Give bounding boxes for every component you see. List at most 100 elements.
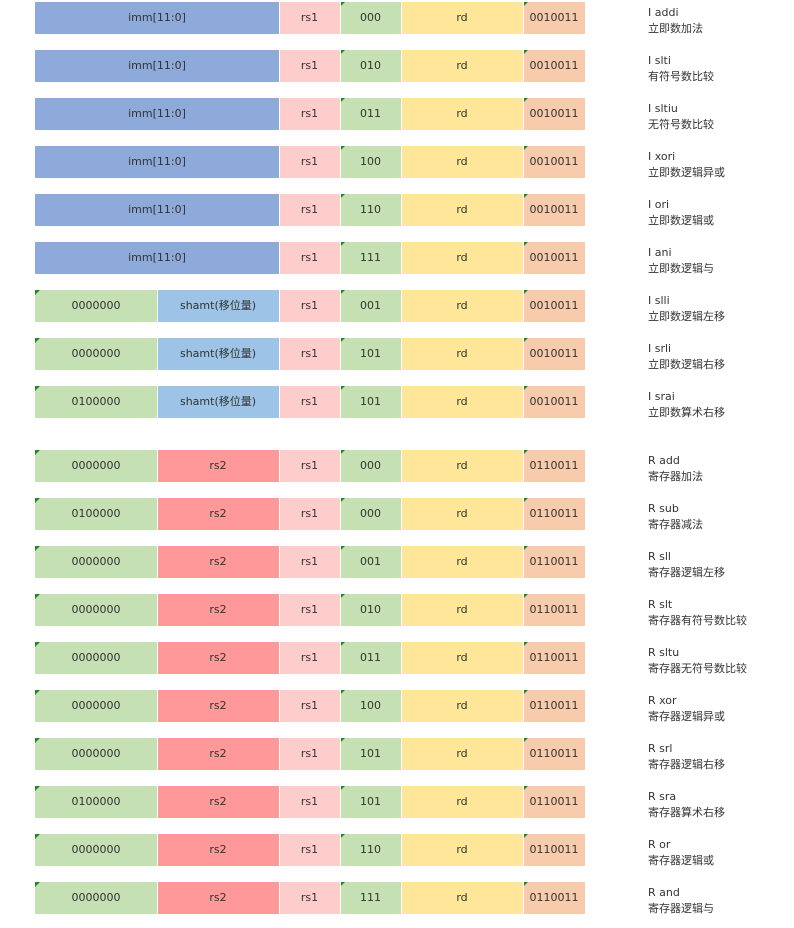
- field-divider: [339, 594, 341, 626]
- field-funct3: 101: [340, 738, 401, 770]
- field-rs1: rs1: [279, 546, 340, 578]
- field-funct7: 0100000: [35, 386, 157, 418]
- field-divider: [339, 882, 341, 914]
- field-divider: [522, 498, 524, 530]
- field-opcode: 0010011: [523, 2, 585, 34]
- field-divider: [278, 386, 280, 418]
- field-divider: [400, 98, 402, 130]
- field-divider: [156, 786, 158, 818]
- field-opcode: 0110011: [523, 690, 585, 722]
- field-opcode: 0010011: [523, 242, 585, 274]
- instruction-description: I srli 立即数逻辑右移: [648, 341, 794, 373]
- field-opcode: 0110011: [523, 450, 585, 482]
- field-rd: rd: [401, 738, 523, 770]
- field-divider: [400, 50, 402, 82]
- field-funct7: 0000000: [35, 450, 157, 482]
- instruction-description: R sll 寄存器逻辑左移: [648, 549, 794, 581]
- instruction-description: I xori 立即数逻辑异或: [648, 149, 794, 181]
- field-divider: [400, 146, 402, 178]
- instruction-name: R xor: [648, 694, 677, 707]
- instruction-meaning: 寄存器算术右移: [648, 806, 725, 819]
- field-funct7: 0000000: [35, 834, 157, 866]
- instruction-description: R add 寄存器加法: [648, 453, 794, 485]
- field-divider: [156, 642, 158, 674]
- field-divider: [400, 386, 402, 418]
- field-rs1: rs1: [279, 98, 340, 130]
- instruction-name: I addi: [648, 6, 679, 19]
- field-opcode: 0010011: [523, 290, 585, 322]
- instruction-name: I ori: [648, 198, 670, 211]
- instruction-meaning: 立即数逻辑右移: [648, 358, 725, 371]
- instruction-meaning: 寄存器无符号数比较: [648, 662, 747, 675]
- instruction-meaning: 寄存器逻辑右移: [648, 758, 725, 771]
- field-funct3: 100: [340, 146, 401, 178]
- field-divider: [339, 146, 341, 178]
- field-divider: [339, 546, 341, 578]
- field-rs1: rs1: [279, 498, 340, 530]
- field-rs2: rs2: [157, 594, 279, 626]
- field-rs1: rs1: [279, 642, 340, 674]
- field-divider: [400, 834, 402, 866]
- field-funct3: 111: [340, 242, 401, 274]
- field-divider: [278, 50, 280, 82]
- instruction-meaning: 寄存器逻辑或: [648, 854, 714, 867]
- field-opcode: 0110011: [523, 882, 585, 914]
- field-divider: [400, 594, 402, 626]
- field-divider: [278, 290, 280, 322]
- field-rs2: rs2: [157, 786, 279, 818]
- field-opcode: 0110011: [523, 834, 585, 866]
- field-divider: [156, 690, 158, 722]
- instruction-meaning: 寄存器逻辑与: [648, 902, 714, 915]
- field-rs1: rs1: [279, 386, 340, 418]
- instruction-name: R or: [648, 838, 671, 851]
- field-divider: [156, 546, 158, 578]
- instruction-name: I sltiu: [648, 102, 678, 115]
- field-divider: [400, 194, 402, 226]
- field-rs1: rs1: [279, 146, 340, 178]
- field-divider: [522, 546, 524, 578]
- field-divider: [400, 338, 402, 370]
- field-divider: [278, 242, 280, 274]
- field-rd: rd: [401, 194, 523, 226]
- field-divider: [278, 98, 280, 130]
- field-divider: [156, 338, 158, 370]
- field-rd: rd: [401, 690, 523, 722]
- instruction-name: I slli: [648, 294, 670, 307]
- field-funct3: 010: [340, 594, 401, 626]
- field-divider: [278, 146, 280, 178]
- field-funct3: 111: [340, 882, 401, 914]
- field-funct7: 0000000: [35, 546, 157, 578]
- field-funct7: 0000000: [35, 738, 157, 770]
- field-divider: [400, 690, 402, 722]
- field-opcode: 0110011: [523, 594, 585, 626]
- field-divider: [522, 2, 524, 34]
- field-rd: rd: [401, 98, 523, 130]
- field-divider: [156, 594, 158, 626]
- field-divider: [522, 642, 524, 674]
- field-divider: [400, 882, 402, 914]
- field-divider: [278, 690, 280, 722]
- field-shamt: shamt(移位量): [157, 338, 279, 370]
- field-opcode: 0110011: [523, 546, 585, 578]
- field-shamt: shamt(移位量): [157, 386, 279, 418]
- field-rd: rd: [401, 786, 523, 818]
- field-rs2: rs2: [157, 882, 279, 914]
- field-opcode: 0010011: [523, 146, 585, 178]
- field-divider: [339, 450, 341, 482]
- field-divider: [400, 546, 402, 578]
- field-divider: [278, 450, 280, 482]
- instruction-meaning: 立即数逻辑异或: [648, 166, 725, 179]
- field-opcode: 0110011: [523, 738, 585, 770]
- field-funct7: 0000000: [35, 690, 157, 722]
- field-rs1: rs1: [279, 786, 340, 818]
- instruction-meaning: 无符号数比较: [648, 118, 714, 131]
- field-funct7: 0000000: [35, 290, 157, 322]
